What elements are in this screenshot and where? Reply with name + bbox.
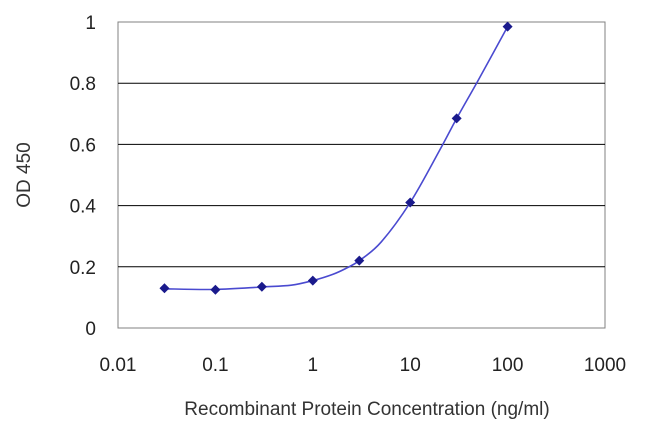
y-tick-label: 1 <box>85 13 96 34</box>
x-tick-label: 0.1 <box>202 355 228 376</box>
x-tick-label: 10 <box>400 355 421 376</box>
data-point <box>405 197 416 208</box>
data-point <box>256 281 267 292</box>
x-tick-label: 1 <box>308 355 319 376</box>
y-tick-labels: 0 0.2 0.4 0.6 0.8 1 <box>70 13 97 340</box>
x-tick-label: 100 <box>492 355 524 376</box>
data-point <box>210 284 221 295</box>
y-tick-label: 0 <box>85 319 96 340</box>
x-tick-labels: 0.01 0.1 1 10 100 1000 <box>100 355 627 376</box>
fit-curve-line <box>164 26 509 291</box>
y-tick-label: 0.8 <box>70 74 96 95</box>
y-tick-label: 0.4 <box>70 197 97 218</box>
data-point <box>502 21 513 32</box>
data-points <box>159 21 513 295</box>
y-axis-label: OD 450 <box>14 142 35 207</box>
data-point <box>451 113 462 124</box>
data-point <box>307 275 318 286</box>
data-point <box>159 283 170 294</box>
x-tick-label: 0.01 <box>100 355 137 376</box>
data-point <box>354 255 365 266</box>
plot-frame <box>117 21 606 329</box>
x-axis-label: Recombinant Protein Concentration (ng/ml… <box>184 399 549 420</box>
y-tick-label: 0.2 <box>70 258 96 279</box>
y-tick-label: 0.6 <box>70 135 96 156</box>
x-tick-label: 1000 <box>584 355 626 376</box>
grid-lines <box>118 82 605 268</box>
